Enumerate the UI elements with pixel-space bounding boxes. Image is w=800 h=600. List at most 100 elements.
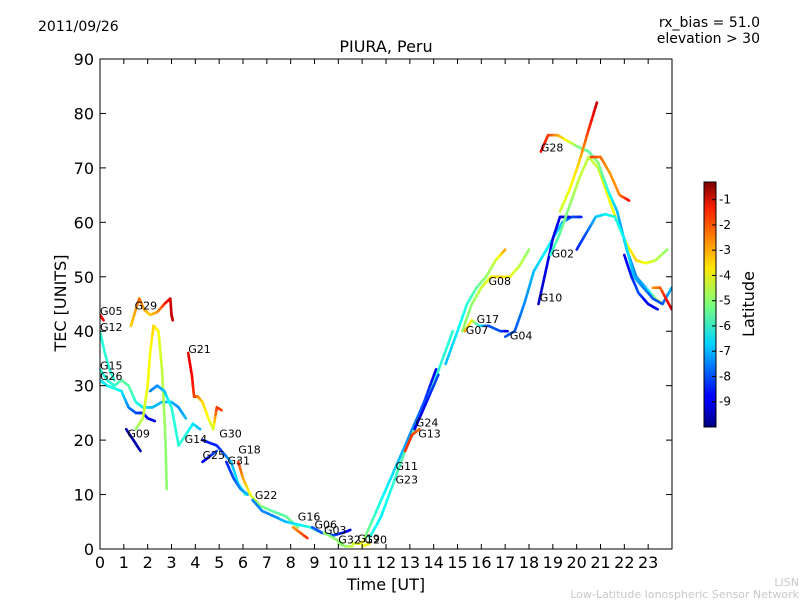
sat-label-g02: G02 — [552, 248, 575, 261]
colorbar-ticks: -1 -2 -3 -4 -5 -6 -7 -8 -9 — [712, 193, 731, 409]
series-segment — [594, 101, 599, 109]
x-tick-label: 9 — [309, 553, 319, 572]
sat-label-g25: G25 — [203, 449, 226, 462]
sat-label-g13: G13 — [418, 427, 441, 440]
series-segment — [163, 426, 167, 442]
sat-label-g05: G05 — [100, 305, 123, 318]
colorbar-tick-label: -8 — [719, 369, 731, 383]
sat-label-g16: G16 — [298, 511, 321, 524]
colorbar-tick-label: -6 — [719, 319, 731, 333]
series-segment — [160, 367, 164, 383]
y-tick-label: 40 — [74, 322, 94, 341]
x-tick-label: 1 — [119, 553, 129, 572]
series-segment — [112, 377, 116, 382]
sat-label-g10: G10 — [540, 291, 563, 304]
series-segment — [197, 426, 202, 431]
series-g31 — [225, 460, 250, 496]
rx-bias-label: rx_bias = 51.0 — [659, 15, 760, 31]
elevation-label: elevation > 30 — [657, 31, 760, 47]
series-segment — [668, 304, 672, 311]
x-tick-label: 2 — [143, 553, 153, 572]
x-tick-label: 21 — [590, 553, 610, 572]
series-segment — [245, 492, 250, 496]
y-tick-label: 10 — [74, 486, 94, 505]
series-segment — [654, 307, 660, 311]
date-label: 2011/09/26 — [38, 19, 119, 35]
colorbar: -1 -2 -3 -4 -5 -6 -7 -8 -9 Latitude — [703, 181, 758, 428]
series-g19 — [351, 539, 366, 545]
series-g14 — [148, 384, 202, 447]
sat-label-g32: G32 — [338, 534, 361, 547]
x-tick-label: 11 — [352, 553, 372, 572]
series-segment — [214, 449, 219, 454]
x-tick-label: 20 — [566, 553, 586, 572]
sat-label-g15: G15 — [100, 359, 123, 372]
credit-line1: LISN — [774, 576, 799, 589]
axes: 0 1 2 3 4 5 6 7 8 9 10 11 12 13 14 15 16 17 18 19 20 21 22 2301… — [74, 50, 673, 572]
x-tick-label: 7 — [262, 553, 272, 572]
x-tick-label: 17 — [495, 553, 515, 572]
colorbar-tick-label: -2 — [719, 218, 731, 232]
series-g17 — [463, 318, 509, 333]
series-g28d — [589, 155, 631, 202]
x-tick-label: 15 — [447, 553, 467, 572]
series-segment — [101, 318, 105, 322]
sat-label-g23: G23 — [396, 474, 419, 487]
series-segment — [294, 524, 300, 529]
series-g16 — [291, 525, 309, 540]
sat-label-g26: G26 — [100, 370, 123, 383]
chart-title: PIURA, Peru — [339, 37, 432, 56]
series-segment — [183, 415, 188, 420]
series-g24 — [413, 373, 440, 431]
plot-frame — [99, 58, 673, 550]
sat-label-g20: G20 — [365, 534, 388, 547]
series-segment — [663, 248, 669, 253]
series-segment — [152, 419, 157, 423]
sat-label-g06: G06 — [315, 518, 338, 531]
y-tick-label: 20 — [74, 431, 94, 450]
sat-label-g24: G24 — [416, 417, 439, 430]
x-tick-label: 6 — [238, 553, 248, 572]
x-tick-label: 14 — [423, 553, 443, 572]
y-axis-title: TEC [UNITS] — [51, 255, 70, 353]
sat-label-g30: G30 — [219, 427, 242, 440]
series-g32 — [336, 542, 354, 548]
series-g21 — [186, 351, 223, 431]
y-tick-label: 50 — [74, 268, 94, 287]
series-g25 — [201, 449, 219, 464]
x-tick-label: 13 — [400, 553, 420, 572]
series-segment — [304, 535, 309, 540]
series-segment — [163, 415, 167, 430]
series-segment — [416, 427, 421, 432]
sat-label-g09: G09 — [127, 427, 150, 440]
series-g18 — [236, 460, 300, 529]
series-segment — [219, 408, 223, 412]
x-tick-label: 19 — [543, 553, 563, 572]
sat-label-g04: G04 — [510, 329, 533, 342]
sat-label-g11: G11 — [396, 460, 419, 473]
series-g07 — [444, 248, 507, 366]
colorbar-gradient — [703, 181, 717, 428]
series-segment — [432, 367, 438, 377]
plot-area — [100, 101, 672, 548]
x-tick-label: 22 — [614, 553, 634, 572]
series-segment — [347, 528, 352, 532]
colorbar-tick-label: -9 — [719, 395, 731, 409]
sat-label-g17: G17 — [477, 313, 500, 326]
sat-label-g21: G21 — [188, 343, 211, 356]
series-g08 — [460, 248, 531, 333]
series-segment — [162, 403, 166, 418]
series-g12 — [100, 329, 116, 382]
colorbar-tick-label: -5 — [719, 294, 731, 308]
colorbar-tick-label: -4 — [719, 268, 731, 282]
colorbar-tick-label: -7 — [719, 344, 731, 358]
x-tick-label: 0 — [95, 553, 105, 572]
colorbar-label: Latitude — [739, 271, 758, 337]
series-segment — [526, 248, 531, 254]
series-segment — [502, 248, 507, 253]
y-tick-label: 0 — [84, 540, 94, 559]
x-axis-title: Time [UT] — [346, 575, 425, 594]
y-tick-label: 90 — [74, 50, 94, 69]
x-tick-label: 12 — [376, 553, 396, 572]
